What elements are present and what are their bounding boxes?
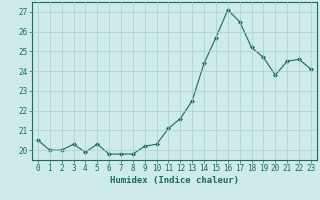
X-axis label: Humidex (Indice chaleur): Humidex (Indice chaleur): [110, 176, 239, 185]
